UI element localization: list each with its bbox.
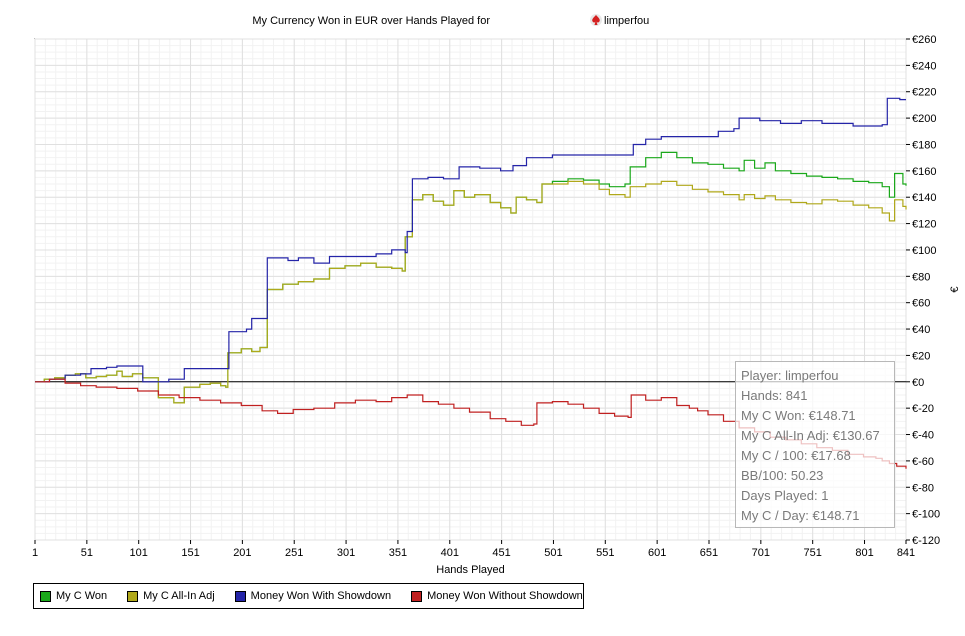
x-tick-label: 841 [897, 547, 915, 559]
x-axis-label: Hands Played [436, 564, 505, 576]
spade-icon [590, 14, 602, 26]
y-tick-label: €-120 [912, 535, 940, 547]
y-tick-label: €100 [912, 245, 936, 257]
legend-item-my-c-won: My C Won [40, 590, 107, 602]
legend-item-with-showdown: Money Won With Showdown [234, 590, 392, 602]
y-tick-label: €180 [912, 139, 936, 151]
stat-my-c-per-day: My C / Day: €148.71 [741, 508, 860, 523]
stat-my-c-allin-adj: My C All-In Adj: €130.67 [741, 428, 880, 443]
y-tick-label: €-100 [912, 509, 940, 521]
x-tick-label: 601 [648, 547, 666, 559]
y-tick-label: €260 [912, 34, 936, 46]
x-tick-label: 651 [700, 547, 718, 559]
y-tick-label: €20 [912, 350, 930, 362]
legend-label: My C Won [56, 590, 108, 602]
legend-swatch [40, 590, 51, 602]
y-tick-label: €40 [912, 324, 930, 336]
legend-label: Money Won With Showdown [250, 590, 392, 602]
chart-legend: My C Won My C All-In Adj Money Won With … [33, 583, 584, 609]
legend-swatch [234, 590, 246, 602]
x-tick-label: 1 [32, 547, 38, 559]
x-tick-label: 351 [389, 547, 407, 559]
x-tick-label: 201 [233, 547, 251, 559]
series-line-2 [35, 97, 906, 383]
x-tick-label: 101 [130, 547, 148, 559]
x-tick-label: 451 [492, 547, 510, 559]
legend-swatch [411, 590, 423, 602]
y-tick-label: €120 [912, 219, 936, 231]
y-tick-label: €-60 [912, 456, 934, 468]
legend-swatch [127, 590, 139, 602]
y-tick-label: €220 [912, 87, 936, 99]
x-tick-label: 801 [855, 547, 873, 559]
stat-bb-per-100: BB/100: 50.23 [741, 468, 824, 483]
x-tick-label: 751 [803, 547, 821, 559]
legend-label: My C All-In Adj [143, 590, 215, 602]
legend-label: Money Won Without Showdown [427, 590, 583, 602]
y-tick-label: €0 [912, 377, 924, 389]
stat-player: Player: limperfou [741, 368, 839, 383]
legend-item-without-showdown: Money Won Without Showdown [411, 590, 583, 602]
player-stats-tooltip: Player: limperfou Hands: 841 My C Won: €… [735, 361, 895, 528]
stat-my-c-won: My C Won: €148.71 [741, 408, 856, 423]
y-tick-label: €60 [912, 298, 930, 310]
y-tick-label: €-40 [912, 430, 934, 442]
stat-hands: Hands: 841 [741, 388, 808, 403]
y-tick-label: €160 [912, 166, 936, 178]
y-tick-label: €140 [912, 192, 936, 204]
stat-my-c-per-100: My C / 100: €17.68 [741, 448, 851, 463]
x-tick-label: 301 [337, 547, 355, 559]
stat-days-played: Days Played: 1 [741, 488, 829, 503]
y-tick-label: €200 [912, 113, 936, 125]
y-tick-label: €-20 [912, 403, 934, 415]
x-tick-label: 501 [544, 547, 562, 559]
x-tick-label: 51 [81, 547, 93, 559]
chart-player-name: limperfou [604, 15, 649, 27]
y-axis-label: € [949, 286, 961, 292]
x-tick-label: 151 [181, 547, 199, 559]
y-tick-label: €-80 [912, 482, 934, 494]
y-tick-label: €240 [912, 60, 936, 72]
spade-icon-shape [592, 15, 600, 25]
legend-item-all-in-adj: My C All-In Adj [127, 590, 215, 602]
series-line-1 [35, 180, 907, 404]
y-tick-label: €80 [912, 271, 930, 283]
x-tick-label: 701 [752, 547, 770, 559]
chart-title: My Currency Won in EUR over Hands Played… [252, 15, 490, 27]
x-tick-label: 551 [596, 547, 614, 559]
x-tick-label: 251 [285, 547, 303, 559]
x-tick-label: 401 [441, 547, 459, 559]
